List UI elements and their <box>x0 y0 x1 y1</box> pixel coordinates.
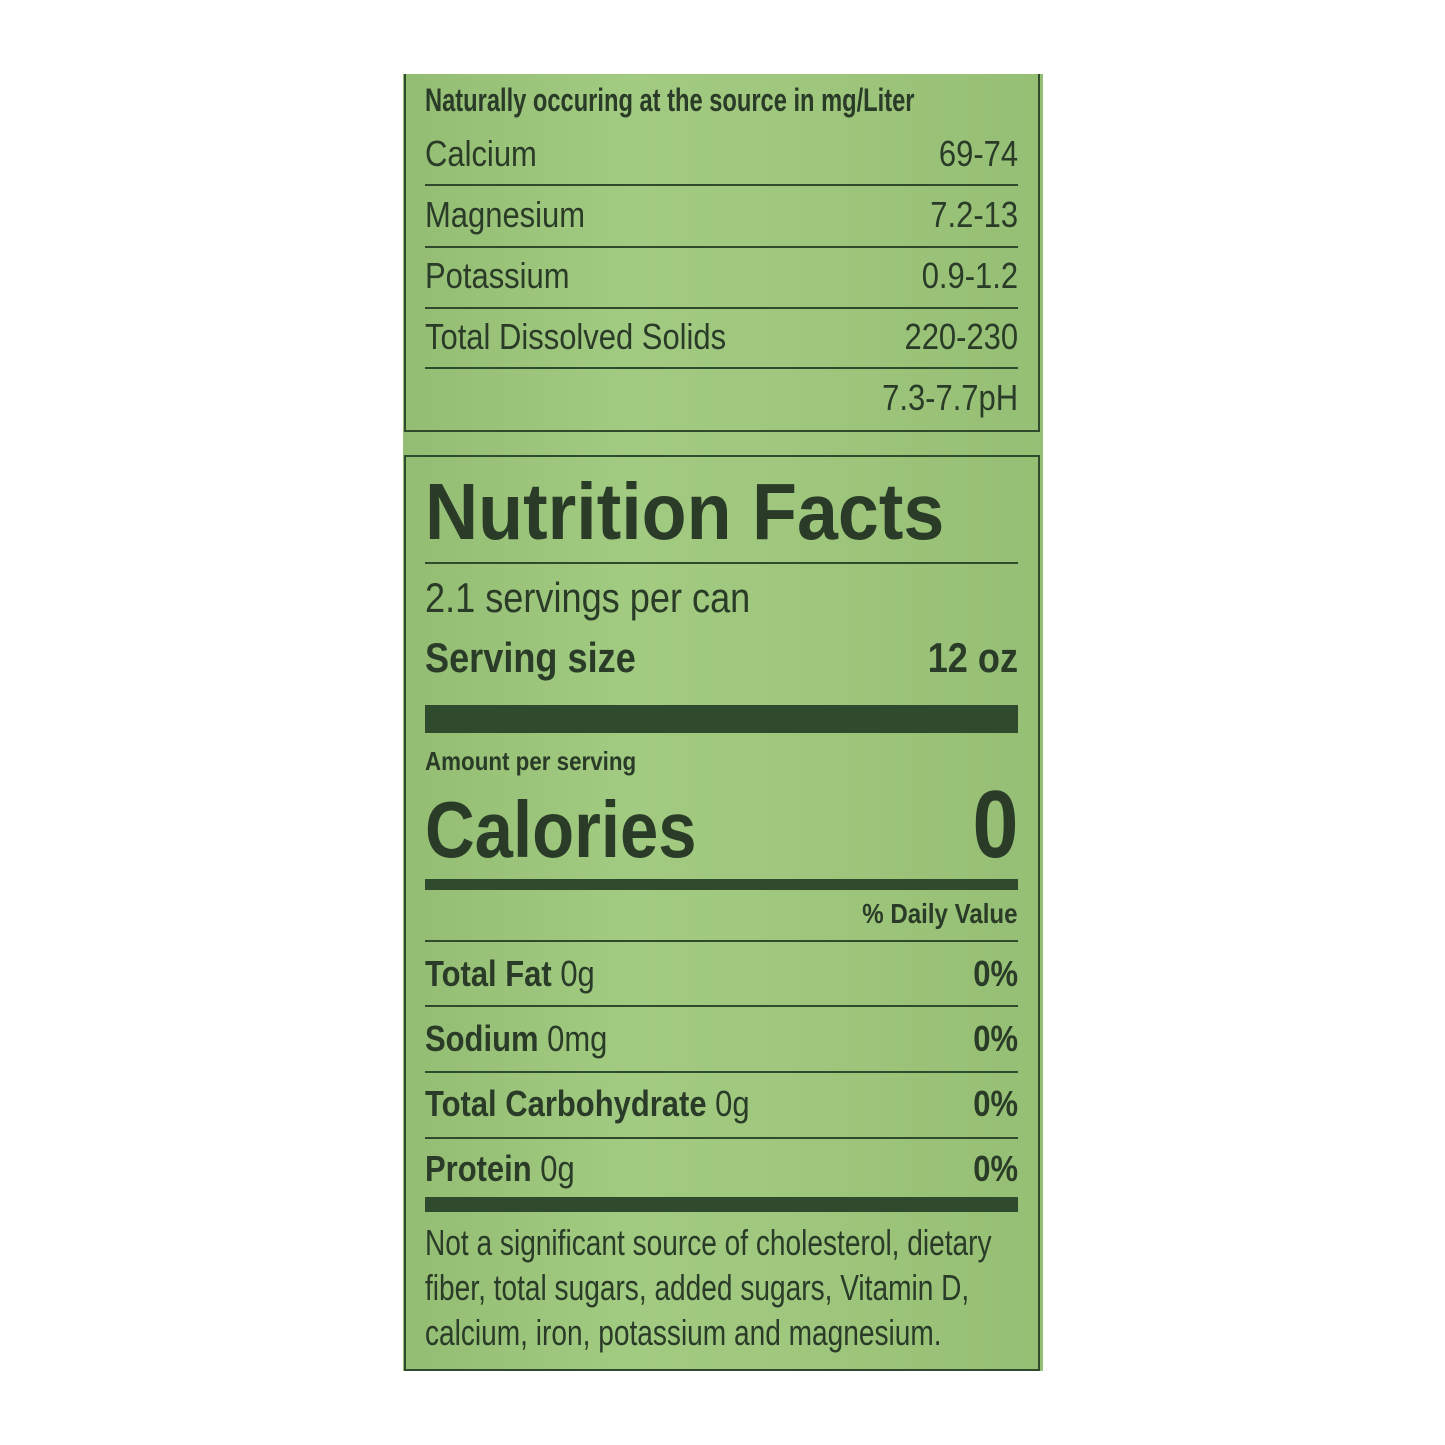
nutrition-title: Nutrition Facts <box>425 467 945 556</box>
nutrient-row: Sodium 0mg 0% <box>425 1018 1018 1059</box>
medium-bar <box>425 879 1018 890</box>
calories: Calories 0 <box>425 771 1018 878</box>
divider <box>425 940 1018 942</box>
mineral-row: Total Dissolved Solids 220-230 <box>425 316 1018 357</box>
daily-value-header: % Daily Value <box>862 898 1018 929</box>
mineral-row: Potassium 0.9-1.2 <box>425 255 1018 296</box>
nutrient-row: Total Carbohydrate 0g 0% <box>425 1083 1018 1124</box>
amount-per-serving: Amount per serving <box>425 746 637 776</box>
footnote-line: Not a significant source of cholesterol,… <box>425 1222 992 1263</box>
divider <box>425 307 1018 309</box>
divider <box>425 184 1018 186</box>
minerals-header: Naturally occuring at the source in mg/L… <box>425 82 915 118</box>
nutrient-row: Protein 0g 0% <box>425 1148 1018 1189</box>
divider <box>425 1071 1018 1073</box>
divider <box>425 1005 1018 1007</box>
serving-size: Serving size 12 oz <box>425 634 1018 681</box>
mineral-row: 7.3-7.7pH <box>882 377 1018 418</box>
nutrition-facts-box <box>404 455 1040 1371</box>
divider <box>425 367 1018 369</box>
minerals-box <box>404 74 1040 432</box>
servings-per-container: 2.1 servings per can <box>425 574 751 621</box>
footnote-line: calcium, iron, potassium and magnesium. <box>425 1312 942 1353</box>
footnote-line: fiber, total sugars, added sugars, Vitam… <box>425 1267 970 1308</box>
divider <box>425 246 1018 248</box>
divider <box>425 1137 1018 1139</box>
mineral-row: Calcium 69-74 <box>425 133 1018 174</box>
thick-bar <box>425 1197 1018 1212</box>
nutrient-row: Total Fat 0g 0% <box>425 953 1018 994</box>
mineral-row: Magnesium 7.2-13 <box>425 194 1018 235</box>
thick-bar <box>425 705 1018 733</box>
divider <box>425 562 1018 564</box>
